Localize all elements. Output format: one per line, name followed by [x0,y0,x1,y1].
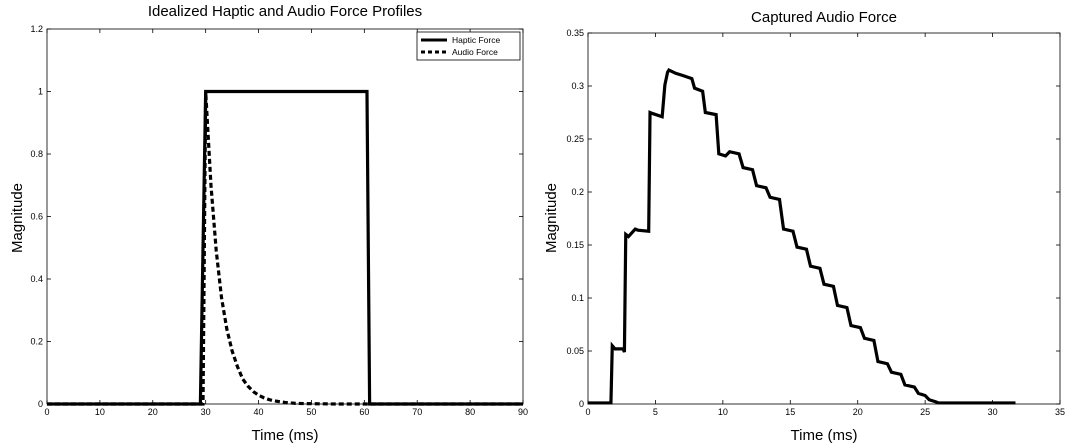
captured-audio-chart: Captured Audio Force Time (ms) Magnitude… [543,9,1065,444]
x-axis-label: Time (ms) [791,427,858,444]
plot-area [587,32,1061,405]
x-tick-label: 5 [653,407,658,417]
x-tick-label: 70 [412,407,422,417]
legend: Haptic Force Audio Force [416,31,521,61]
ticks: 0 5 10 15 20 25 30 35 0 0.05 0.1 0.15 0.2 0.25 0.3 0.35 [566,28,1065,417]
x-tick-label: 40 [254,407,264,417]
x-tick-label: 30 [988,407,998,417]
y-tick-label: 0.15 [566,240,584,250]
y-tick-label: 0.05 [566,346,584,356]
series-lines [588,68,1016,405]
y-tick-label: 1.2 [30,24,43,34]
haptic-audio-chart: Idealized Haptic and Audio Force Profile… [9,3,528,444]
y-tick-label: 0.35 [566,28,584,38]
x-tick-label: 10 [95,407,105,417]
y-tick-label: 0.8 [30,149,43,159]
y-tick-label: 0 [38,399,43,409]
x-tick-label: 35 [1055,407,1065,417]
x-tick-label: 60 [359,407,369,417]
y-tick-label: 1 [38,87,43,97]
legend-box [416,31,521,61]
y-tick-label: 0.3 [571,81,584,91]
legend-label-haptic: Haptic Force [452,35,500,45]
y-tick-label: 0.6 [30,212,43,222]
x-tick-label: 80 [465,407,475,417]
y-tick-label: 0.25 [566,134,584,144]
audio-force-line [47,91,523,406]
x-tick-label: 0 [585,407,590,417]
plot-area [46,28,524,405]
x-axis-label: Time (ms) [252,427,319,444]
x-tick-label: 15 [785,407,795,417]
x-tick-label: 50 [306,407,316,417]
x-tick-label: 20 [148,407,158,417]
ticks: 0 10 20 30 40 50 60 70 80 90 0 0.2 0.4 0.6 0.8 1 1.2 [30,24,528,417]
chart-title: Captured Audio Force [751,9,897,26]
x-tick-label: 0 [44,407,49,417]
legend-label-audio: Audio Force [452,47,498,57]
x-tick-label: 90 [518,407,528,417]
haptic-force-line [47,89,523,406]
y-axis-label: Magnitude [9,183,26,253]
y-tick-label: 0.1 [571,293,584,303]
y-tick-label: 0.4 [30,274,43,284]
series-lines [47,89,523,406]
x-tick-label: 20 [853,407,863,417]
y-axis-label: Magnitude [543,183,560,253]
y-tick-label: 0 [579,399,584,409]
x-tick-label: 30 [201,407,211,417]
series-line [588,68,1016,405]
y-tick-label: 0.2 [30,337,43,347]
y-tick-label: 0.2 [571,187,584,197]
chart-title: Idealized Haptic and Audio Force Profile… [148,3,422,20]
x-tick-label: 10 [718,407,728,417]
x-tick-label: 25 [920,407,930,417]
